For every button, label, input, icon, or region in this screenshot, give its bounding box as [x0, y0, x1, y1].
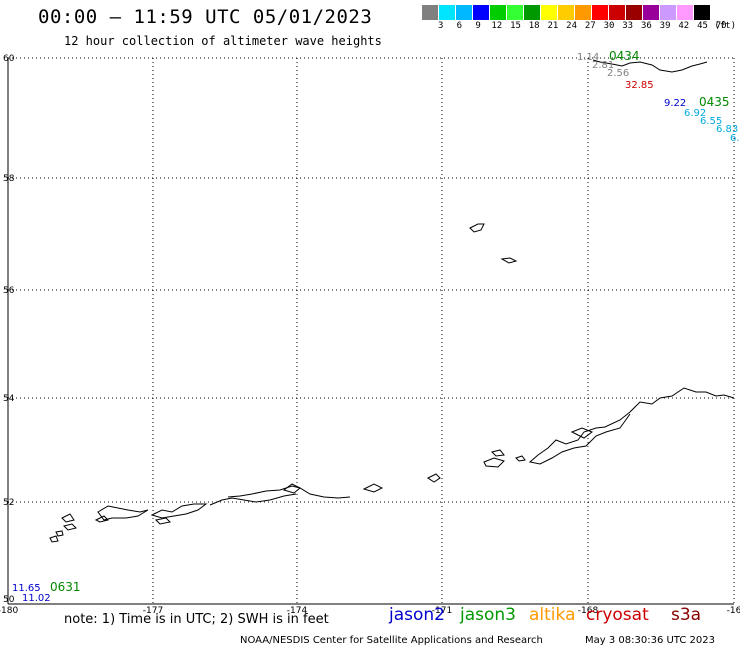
- scale-swatch: [439, 5, 456, 20]
- scale-swatch: [660, 5, 677, 20]
- scale-swatch: [592, 5, 609, 20]
- scale-label: 36: [640, 21, 652, 31]
- wave-height-observation: 1.14: [577, 52, 599, 63]
- scale-swatch: [558, 5, 575, 20]
- lon-label: -16: [727, 606, 740, 616]
- lat-label: 60: [3, 54, 15, 64]
- island: [427, 473, 441, 483]
- wave-height-observation: 6.55: [700, 116, 722, 127]
- lon-label: -174: [287, 606, 308, 616]
- island: [154, 517, 172, 525]
- island-chain: [209, 493, 297, 506]
- satellite-legend-s3a: s3a: [671, 605, 702, 625]
- island: [500, 257, 518, 264]
- scale-label: (ft): [714, 21, 737, 31]
- scale-label: 15: [510, 21, 521, 31]
- scale-swatch: [575, 5, 592, 20]
- wave-height-observation: 11.02: [22, 593, 51, 604]
- satellite-legend-altika: altika: [529, 605, 576, 625]
- lat-lon-grid: [7, 57, 735, 605]
- scale-label: 70: [715, 21, 727, 31]
- map-title: 00:00 – 11:59 UTC 05/01/2023: [38, 6, 373, 28]
- satellite-legend-jason3: jason3: [460, 605, 516, 625]
- scale-swatch: [456, 5, 473, 20]
- wave-height-observation: 0435: [699, 95, 730, 109]
- mainland-coast: [592, 59, 708, 73]
- footer-note: note: 1) Time is in UTC; 2) SWH is in fe…: [64, 612, 329, 627]
- scale-label: 21: [547, 21, 559, 31]
- satellite-legend-jason2: jason2: [389, 605, 445, 625]
- lon-label: -180: [0, 606, 18, 616]
- wave-height-observation: 6.83: [716, 124, 738, 135]
- scale-label: 24: [566, 21, 578, 31]
- lon-label: -177: [143, 606, 163, 616]
- island: [282, 483, 301, 494]
- lat-label: 50: [3, 595, 15, 605]
- island: [469, 223, 485, 233]
- lat-label: 52: [3, 498, 14, 508]
- island: [515, 455, 526, 462]
- island: [150, 503, 208, 519]
- wave-height-observation: 0434: [609, 49, 640, 63]
- wave-height-observation: 32.85: [625, 80, 654, 91]
- wave-height-observation: 9.22: [664, 98, 686, 109]
- scale-label: 39: [659, 21, 671, 31]
- scale-swatch: [626, 5, 643, 20]
- scale-label: 45: [697, 21, 708, 31]
- credit-line: NOAA/NESDIS Center for Satellite Applica…: [240, 635, 543, 646]
- scale-swatch: [524, 5, 541, 20]
- generated-timestamp: May 3 08:30:36 UTC 2023: [585, 635, 715, 646]
- scale-swatch: [422, 5, 439, 20]
- scale-swatch: [694, 5, 711, 20]
- island: [570, 427, 594, 439]
- lat-label: 54: [3, 394, 15, 404]
- scale-swatch: [507, 5, 524, 20]
- island: [61, 513, 75, 523]
- island: [94, 515, 109, 523]
- scale-label: 27: [584, 21, 596, 31]
- scale-label: 9: [475, 21, 481, 31]
- lat-label: 58: [3, 174, 15, 184]
- wave-height-observation: 2.81: [592, 60, 614, 71]
- scale-swatch: [677, 5, 694, 20]
- peninsula-coast: [528, 411, 631, 465]
- lon-label: -168: [578, 606, 599, 616]
- scale-label: 12: [491, 21, 503, 31]
- scale-swatch: [643, 5, 660, 20]
- island: [55, 530, 64, 537]
- lat-label: 56: [3, 286, 15, 296]
- scale-label: 42: [678, 21, 690, 31]
- wave-height-observation: 6.: [730, 133, 740, 144]
- scale-label: 30: [603, 21, 615, 31]
- island: [97, 505, 149, 521]
- lon-label: -171: [432, 606, 452, 616]
- wave-height-observation: 2.56: [607, 68, 629, 79]
- scale-label: 6: [456, 21, 463, 31]
- scale-label: 33: [622, 21, 634, 31]
- scale-swatch: [473, 5, 490, 20]
- color-scale-labels: 3 6 9 12 15 18 21 24 27 30 33 36 39 42 45 70 (ft): [422, 21, 740, 33]
- satellite-legend-cryosat: cryosat: [586, 605, 649, 625]
- island: [63, 523, 77, 531]
- color-scale-bar: [422, 5, 711, 20]
- scale-swatch: [609, 5, 626, 20]
- wave-height-observation: 6.92: [684, 108, 706, 119]
- map-subtitle: 12 hour collection of altimeter wave hei…: [64, 34, 382, 48]
- wave-height-observation: 0631: [50, 580, 81, 594]
- wave-height-observation: 11.65: [12, 583, 41, 594]
- coastline: [49, 59, 735, 543]
- island: [49, 535, 59, 543]
- peninsula-coast: [629, 387, 735, 413]
- island: [362, 483, 384, 493]
- island-chain: [227, 485, 351, 499]
- island: [483, 457, 505, 468]
- scale-label: 3: [437, 21, 444, 31]
- scale-swatch: [490, 5, 507, 20]
- island: [491, 449, 505, 457]
- scale-label: 18: [528, 21, 540, 31]
- scale-swatch: [541, 5, 558, 20]
